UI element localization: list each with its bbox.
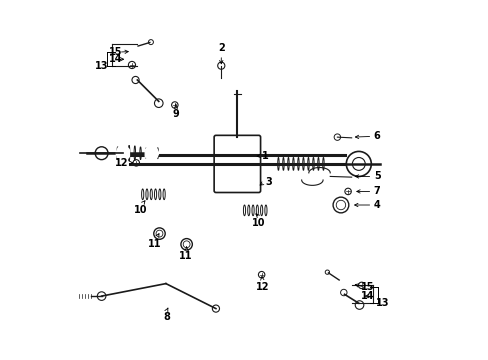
Text: 13: 13: [375, 298, 388, 308]
Circle shape: [333, 134, 340, 140]
Circle shape: [340, 289, 346, 296]
Circle shape: [217, 62, 224, 69]
Text: 4: 4: [373, 200, 380, 210]
Text: 1: 1: [261, 151, 268, 161]
Text: 14: 14: [360, 291, 373, 301]
Text: 6: 6: [373, 131, 380, 141]
Text: 8: 8: [163, 312, 170, 322]
Text: 7: 7: [373, 186, 380, 197]
Text: 12: 12: [255, 282, 268, 292]
Text: 13: 13: [95, 62, 108, 71]
FancyBboxPatch shape: [214, 135, 260, 193]
Text: 10: 10: [251, 217, 265, 228]
Text: 15: 15: [360, 282, 373, 292]
Text: 10: 10: [134, 205, 147, 215]
Text: 12: 12: [114, 158, 128, 168]
Text: 2: 2: [218, 43, 224, 53]
Text: 11: 11: [147, 239, 161, 249]
Text: 11: 11: [179, 251, 192, 261]
Text: 9: 9: [172, 109, 179, 118]
Text: 5: 5: [373, 171, 380, 181]
Circle shape: [132, 76, 139, 84]
Text: 14: 14: [108, 54, 122, 64]
Text: 3: 3: [264, 177, 271, 187]
Text: 15: 15: [108, 47, 122, 57]
